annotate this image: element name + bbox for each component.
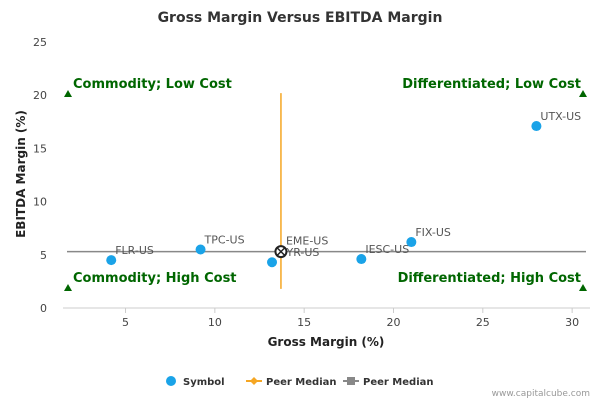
legend-symbol-icon xyxy=(166,376,176,386)
quadrant-marker-icon xyxy=(64,90,72,97)
x-tick-label: 30 xyxy=(565,316,579,329)
quadrant-marker-icon xyxy=(579,90,587,97)
data-point-label: UTX-US xyxy=(540,110,581,123)
data-point-label: FLR-US xyxy=(115,244,154,257)
y-axis-title: EBITDA Margin (%) xyxy=(14,110,28,238)
y-tick-label: 25 xyxy=(33,36,47,49)
quadrant-label: Commodity; Low Cost xyxy=(73,77,232,92)
quadrant-label: Differentiated; Low Cost xyxy=(402,77,581,92)
peer-median-cross-b xyxy=(276,247,286,257)
data-point xyxy=(356,254,367,265)
data-point xyxy=(531,121,542,132)
legend-label: Peer Median xyxy=(363,377,434,388)
legend-square-icon xyxy=(347,377,355,385)
legend-diamond-icon xyxy=(250,377,258,385)
peer-median-marker xyxy=(274,245,288,259)
y-tick-label: 5 xyxy=(40,249,47,262)
credit-text: www.capitalcube.com xyxy=(492,389,590,399)
x-tick-label: 20 xyxy=(386,316,400,329)
quadrant-label: Differentiated; High Cost xyxy=(398,271,581,286)
axis-ticks: 5 10 15 20 25 30 0 5 10 15 20 25 xyxy=(33,36,579,329)
legend-label: Peer Median xyxy=(266,377,337,388)
x-axis-title: Gross Margin (%) xyxy=(268,335,385,349)
data-point-label: EME-US xyxy=(286,235,328,248)
quadrant-label: Commodity; High Cost xyxy=(73,271,237,286)
chart-title: Gross Margin Versus EBITDA Margin xyxy=(158,10,443,26)
y-tick-label: 15 xyxy=(33,142,47,155)
data-point-label: TPC-US xyxy=(204,233,245,246)
data-point xyxy=(195,244,206,255)
quadrant-labels: Commodity; Low Cost Differentiated; Low C… xyxy=(64,77,587,291)
data-point xyxy=(267,257,278,268)
peer-median-lines xyxy=(67,93,586,289)
data-point-label: FIX-US xyxy=(415,226,451,239)
data-point-label: MYR-US xyxy=(277,246,319,259)
y-tick-label: 10 xyxy=(33,196,47,209)
data-point xyxy=(406,237,417,248)
y-tick-label: 20 xyxy=(33,89,47,102)
quadrant-marker-icon xyxy=(579,284,587,291)
data-point xyxy=(106,255,117,266)
y-tick-label: 0 xyxy=(40,302,47,315)
legend-label: Symbol xyxy=(183,377,225,388)
x-tick-label: 10 xyxy=(208,316,222,329)
x-tick-label: 25 xyxy=(476,316,490,329)
legend: Symbol Peer Median Peer Median xyxy=(166,376,434,388)
x-tick-label: 5 xyxy=(122,316,129,329)
quadrant-marker-icon xyxy=(64,284,72,291)
x-tick-label: 15 xyxy=(297,316,311,329)
data-point-label: IESC-US xyxy=(365,243,409,256)
